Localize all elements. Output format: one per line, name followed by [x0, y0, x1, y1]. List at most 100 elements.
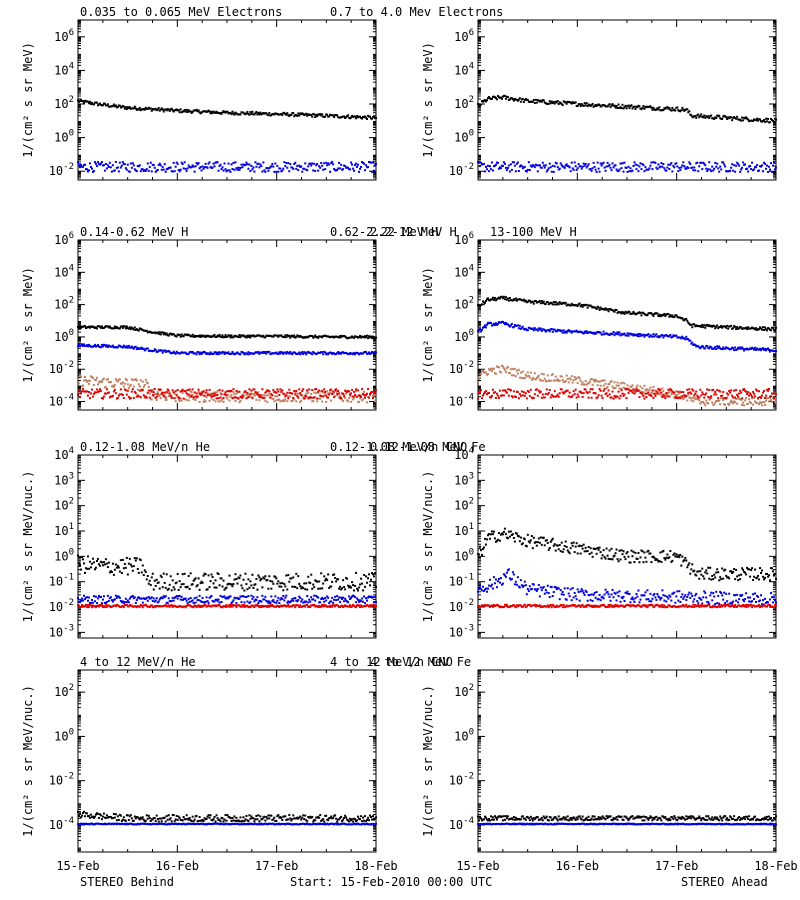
protons-ahead-point: [733, 389, 736, 392]
protons-behind-point: [187, 393, 190, 396]
protons-behind-point: [362, 398, 365, 401]
electrons-behind-point: [363, 162, 366, 165]
protons-ahead-point: [594, 392, 597, 395]
protons-ahead-point: [744, 399, 747, 402]
electrons-ahead-point: [769, 121, 772, 124]
electrons-ahead-point: [651, 168, 654, 171]
heavy-low-behind-point: [105, 562, 108, 565]
protons-behind-point: [161, 331, 164, 334]
protons-behind-point: [361, 388, 364, 391]
protons-behind-point: [366, 392, 369, 395]
protons-behind-point: [280, 334, 283, 337]
electrons-behind-point: [186, 111, 189, 114]
electrons-behind-legend-entry: 0.7 to 4.0 Mev Electrons: [330, 5, 503, 19]
protons-ahead-point: [601, 397, 604, 400]
heavy-low-behind-point: [300, 587, 303, 590]
electrons-ahead-point: [517, 169, 520, 172]
electrons-behind-point: [189, 110, 192, 113]
protons-ahead-point: [635, 388, 638, 391]
protons-ahead-point: [489, 396, 492, 399]
heavy-low-behind-point: [261, 586, 264, 589]
protons-behind-point: [223, 353, 226, 356]
heavy-low-behind-point: [163, 581, 166, 584]
heavy-low-behind-point: [114, 594, 117, 597]
protons-behind-point: [132, 396, 135, 399]
protons-ahead-point: [553, 390, 556, 393]
protons-ahead-point: [633, 392, 636, 395]
protons-ahead-point: [686, 399, 689, 402]
protons-ahead-point: [719, 390, 722, 393]
electrons-ahead-point: [577, 163, 580, 166]
heavy-low-behind-point: [292, 576, 295, 579]
electrons-ahead-point: [563, 166, 566, 169]
electrons-ahead-point: [596, 161, 599, 164]
protons-ahead-point: [748, 394, 751, 397]
electrons-behind-point: [350, 116, 353, 119]
protons-behind-point: [310, 396, 313, 399]
protons-behind-point: [369, 394, 372, 397]
protons-ahead-point: [496, 394, 499, 397]
electrons-ahead-point: [665, 169, 668, 172]
heavy-low-behind-point: [176, 573, 179, 576]
protons-ahead-point: [654, 334, 657, 337]
electrons-ahead-point: [594, 168, 597, 171]
protons-ahead-point: [495, 392, 498, 395]
protons-ahead-point: [513, 298, 516, 301]
electrons-ahead-point: [569, 170, 572, 173]
protons-ahead-point: [739, 346, 742, 349]
protons-behind-point: [275, 391, 278, 394]
heavy-low-behind-point: [331, 580, 334, 583]
heavy-low-behind-point: [111, 600, 114, 603]
heavy-low-behind-point: [101, 564, 104, 567]
protons-ahead-point: [640, 314, 643, 317]
protons-behind-point: [118, 327, 121, 330]
protons-ahead-point: [731, 394, 734, 397]
electrons-ahead-point: [553, 165, 556, 168]
heavy-low-behind-point: [87, 596, 90, 599]
protons-behind-point: [214, 351, 217, 354]
protons-behind-point: [130, 390, 133, 393]
protons-ahead-point: [608, 393, 611, 396]
protons-behind-point: [213, 333, 216, 336]
protons-ahead-point: [667, 313, 670, 316]
protons-ahead-point: [686, 388, 689, 391]
heavy-low-behind-point: [268, 575, 271, 578]
electrons-ahead-point: [591, 102, 594, 105]
heavy-low-behind-point: [218, 584, 221, 587]
protons-behind-point: [323, 388, 326, 391]
protons-behind-point: [91, 376, 94, 379]
electrons-ahead-point: [764, 120, 767, 123]
heavy-low-behind-point: [191, 583, 194, 586]
heavy-low-behind-point: [134, 559, 137, 562]
electrons-behind-point: [286, 166, 289, 169]
electrons-ahead-point: [757, 119, 760, 122]
protons-ahead-point: [599, 384, 602, 387]
protons-ahead-point: [522, 391, 525, 394]
protons-ahead-point: [552, 395, 555, 398]
heavy-low-behind-point: [248, 586, 251, 589]
heavy-low-behind-point: [274, 575, 277, 578]
protons-ahead-point: [614, 387, 617, 390]
protons-ahead-point: [767, 397, 770, 400]
protons-behind-point: [185, 398, 188, 401]
heavy-low-behind-point: [318, 580, 321, 583]
electrons-behind-point: [293, 162, 296, 165]
heavy-low-behind-point: [206, 588, 209, 591]
electrons-ahead-point: [547, 102, 550, 105]
protons-behind-point: [288, 352, 291, 355]
protons-ahead-point: [698, 396, 701, 399]
protons-behind-point: [77, 345, 79, 348]
protons-behind-point: [261, 394, 264, 397]
electrons-behind-point: [239, 113, 242, 116]
protons-behind-point: [264, 391, 267, 394]
electrons-behind-point: [232, 161, 235, 164]
protons-behind-point: [87, 325, 90, 328]
heavy-low-behind-point: [220, 577, 223, 580]
electrons-behind-point: [244, 163, 247, 166]
protons-behind-point: [165, 390, 168, 393]
protons-behind-point: [233, 393, 236, 396]
protons-ahead-point: [719, 403, 722, 406]
protons-ahead-point: [477, 397, 479, 400]
electrons-ahead-point: [578, 103, 581, 106]
protons-ahead-point: [635, 386, 638, 389]
